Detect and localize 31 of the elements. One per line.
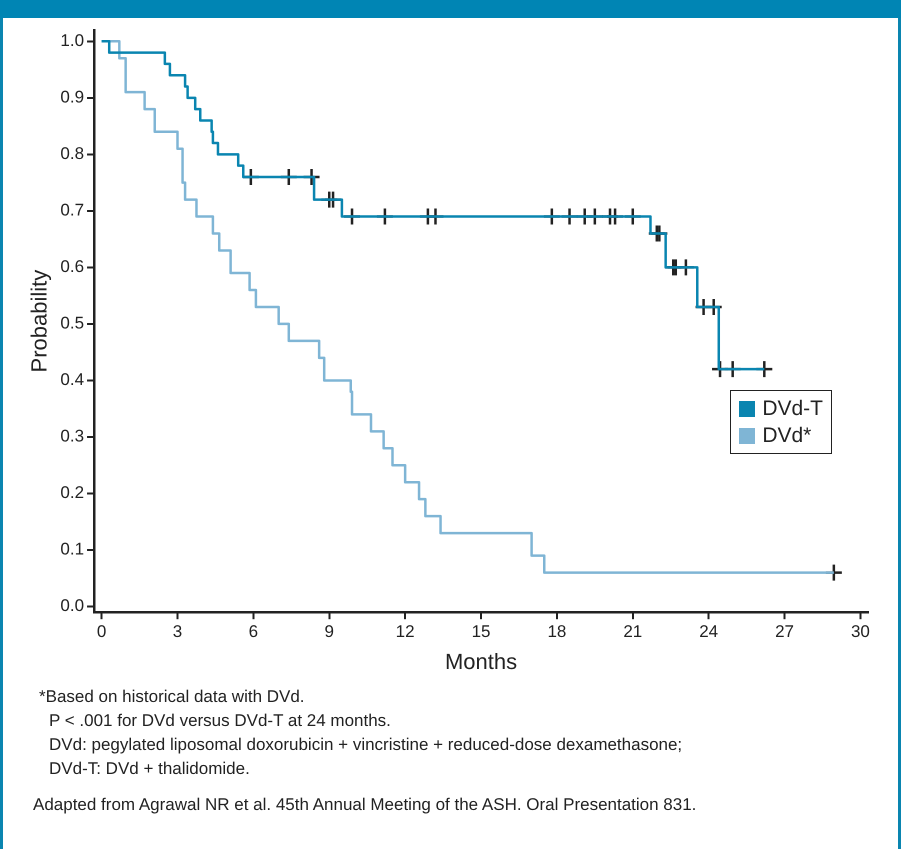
x-tick-label: 9 [324, 622, 334, 642]
legend-label: DVd* [762, 423, 812, 449]
x-tick-label: 0 [96, 622, 106, 642]
legend-label: DVd-T [762, 396, 823, 422]
y-tick-label: 0.7 [60, 200, 84, 220]
y-tick-label: 0.9 [60, 88, 84, 107]
text: DVd: pegylated liposomal doxorubicin + vincristine + reduced-dose dexamethasone; [48, 734, 684, 756]
x-tick-label: 15 [472, 622, 490, 642]
y-tick-label: 0.8 [60, 144, 84, 164]
text: Adapted from Agrawal NR et al. 45th Annual Meeting of the ASH. Oral Presentation 831. [33, 794, 696, 816]
y-tick-label: 0.2 [60, 483, 84, 502]
x-tick-label: 6 [248, 622, 258, 642]
x-tick-label: 24 [699, 622, 718, 642]
text: *Based on historical data with DVd. [39, 686, 306, 708]
y-tick-label: 0.4 [60, 370, 84, 390]
x-axis-title: Months [444, 648, 518, 674]
y-axis-title: Probability [26, 270, 52, 372]
text: P < .001 for DVd versus DVd-T at 24 months. [48, 710, 392, 732]
x-tick-label: 30 [850, 622, 870, 642]
y-tick-label: 0.6 [60, 257, 84, 276]
y-tick-label: 0.0 [60, 596, 84, 616]
x-tick-label: 27 [775, 622, 794, 642]
y-tick-label: 0.1 [60, 540, 84, 559]
x-tick-label: 21 [623, 622, 642, 642]
y-tick-label: 0.3 [60, 426, 84, 446]
x-tick-label: 12 [396, 622, 415, 642]
y-tick-label: 1.0 [60, 30, 84, 50]
y-tick-label: 0.5 [60, 314, 84, 333]
x-tick-label: 3 [172, 622, 182, 642]
text: DVd-T: DVd + thalidomide. [48, 758, 251, 780]
x-tick-label: 18 [547, 622, 566, 642]
